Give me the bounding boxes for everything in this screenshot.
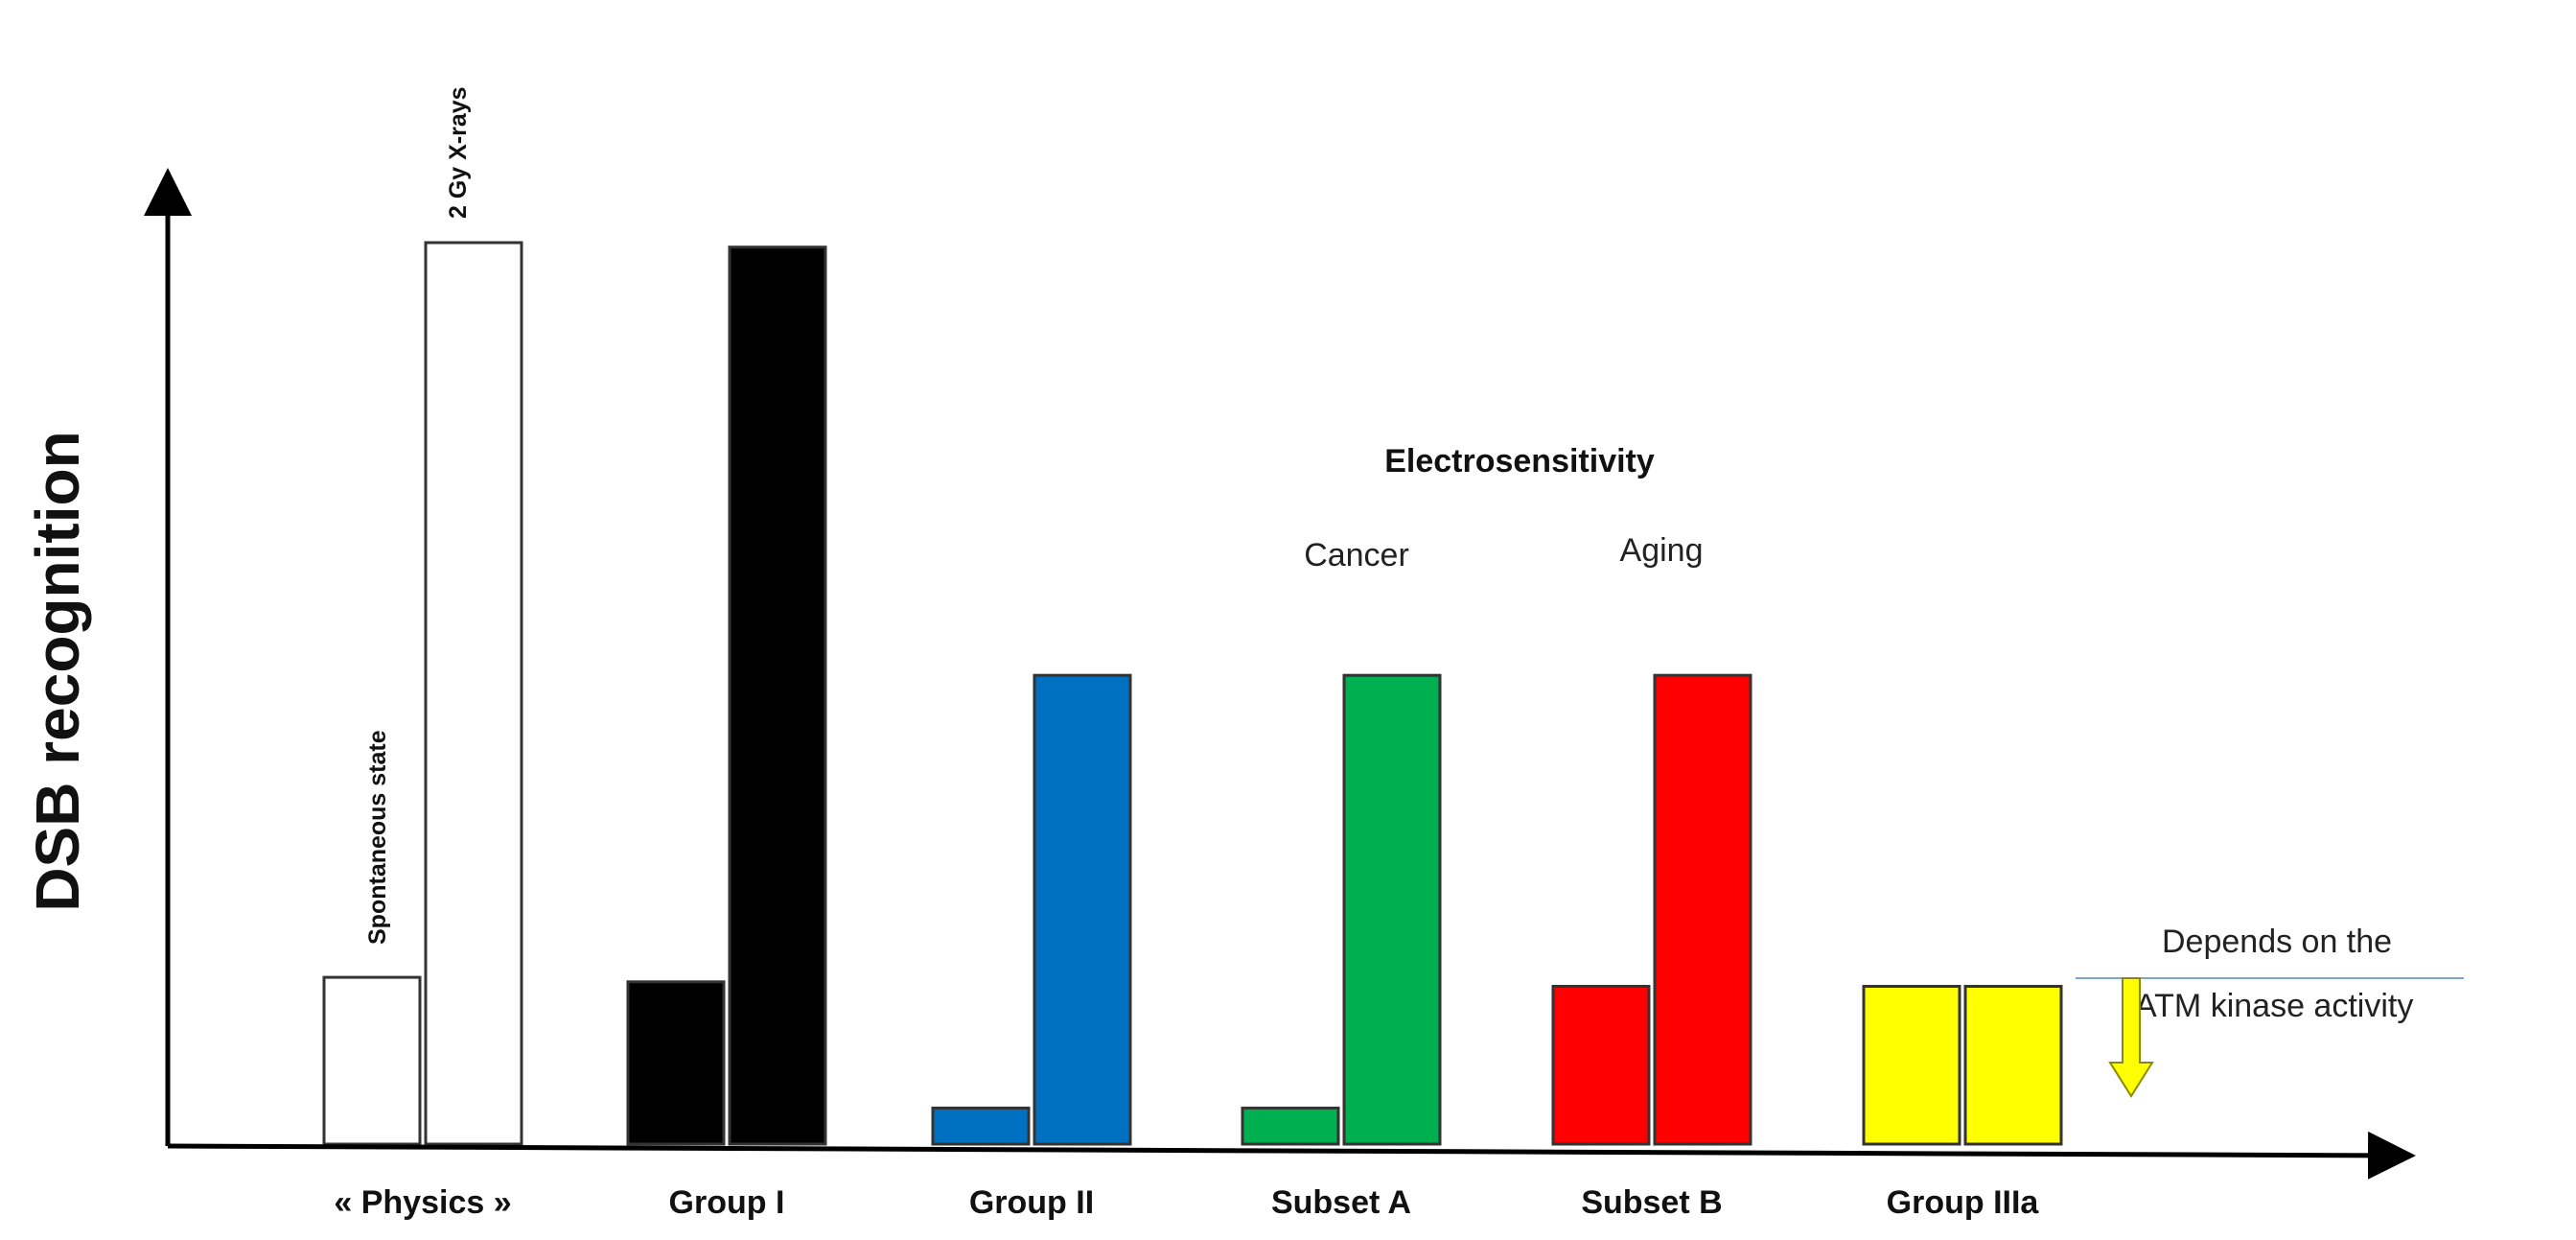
x-tick-label-4: Subset A xyxy=(1271,1184,1411,1221)
bar-irradiated-6 xyxy=(1963,985,2063,1146)
bar-irradiated-4 xyxy=(1342,673,1442,1146)
bar-spontaneous-4 xyxy=(1241,1106,1340,1146)
xrays-label: 2 Gy X-rays xyxy=(445,86,472,219)
spontaneous-state-label: Spontaneous state xyxy=(364,730,391,945)
x-axis xyxy=(167,1131,2416,1180)
x-tick-labels: « Physics » Group I Group II Subset A Subset… xyxy=(334,1184,2039,1221)
atm-label-line1: Depends on the xyxy=(2162,924,2392,960)
x-tick-label-6: Group IIIa xyxy=(1887,1184,2040,1221)
bar-spontaneous-1 xyxy=(322,975,422,1146)
bar-spontaneous-5 xyxy=(1551,985,1651,1146)
y-axis-label: DSB recognition xyxy=(23,431,92,911)
bar-spontaneous-2 xyxy=(626,980,726,1146)
cancer-label: Cancer xyxy=(1304,537,1409,573)
aging-label: Aging xyxy=(1620,532,1704,569)
bar-spontaneous-3 xyxy=(931,1106,1031,1146)
bar-spontaneous-6 xyxy=(1862,985,1961,1146)
down-arrow-icon xyxy=(2108,977,2154,1098)
bar-irradiated-5 xyxy=(1653,673,1752,1146)
bar-irradiated-1 xyxy=(424,241,523,1146)
bar-irradiated-2 xyxy=(728,246,827,1146)
bars-group xyxy=(322,241,2063,1146)
atm-label-line2: ATM kinase activity xyxy=(2135,988,2413,1024)
x-tick-label-3: Group II xyxy=(969,1184,1094,1221)
x-tick-label-1: « Physics » xyxy=(334,1184,511,1221)
bar-irradiated-3 xyxy=(1033,673,1132,1146)
x-tick-label-2: Group I xyxy=(669,1184,785,1221)
x-tick-label-5: Subset B xyxy=(1581,1184,1722,1221)
electrosensitivity-label: Electrosensitivity xyxy=(1384,443,1655,480)
